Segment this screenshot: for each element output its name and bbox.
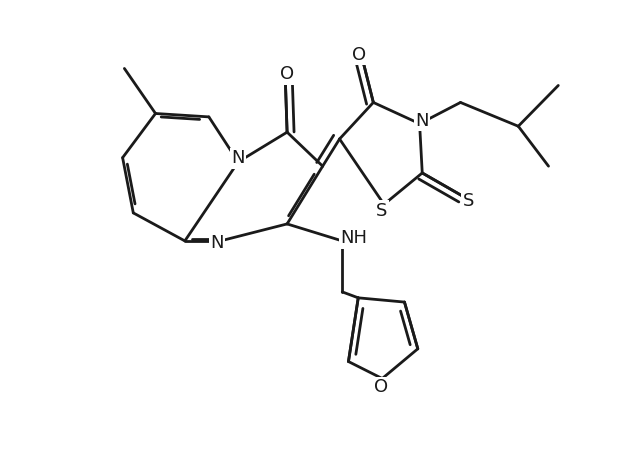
Text: NH: NH — [340, 229, 367, 247]
Text: N: N — [211, 234, 224, 252]
Text: S: S — [463, 192, 474, 210]
Text: N: N — [415, 112, 429, 129]
Text: O: O — [374, 378, 388, 396]
Text: O: O — [280, 65, 294, 84]
Text: N: N — [232, 149, 245, 167]
Text: O: O — [353, 46, 367, 64]
Text: S: S — [376, 202, 387, 220]
